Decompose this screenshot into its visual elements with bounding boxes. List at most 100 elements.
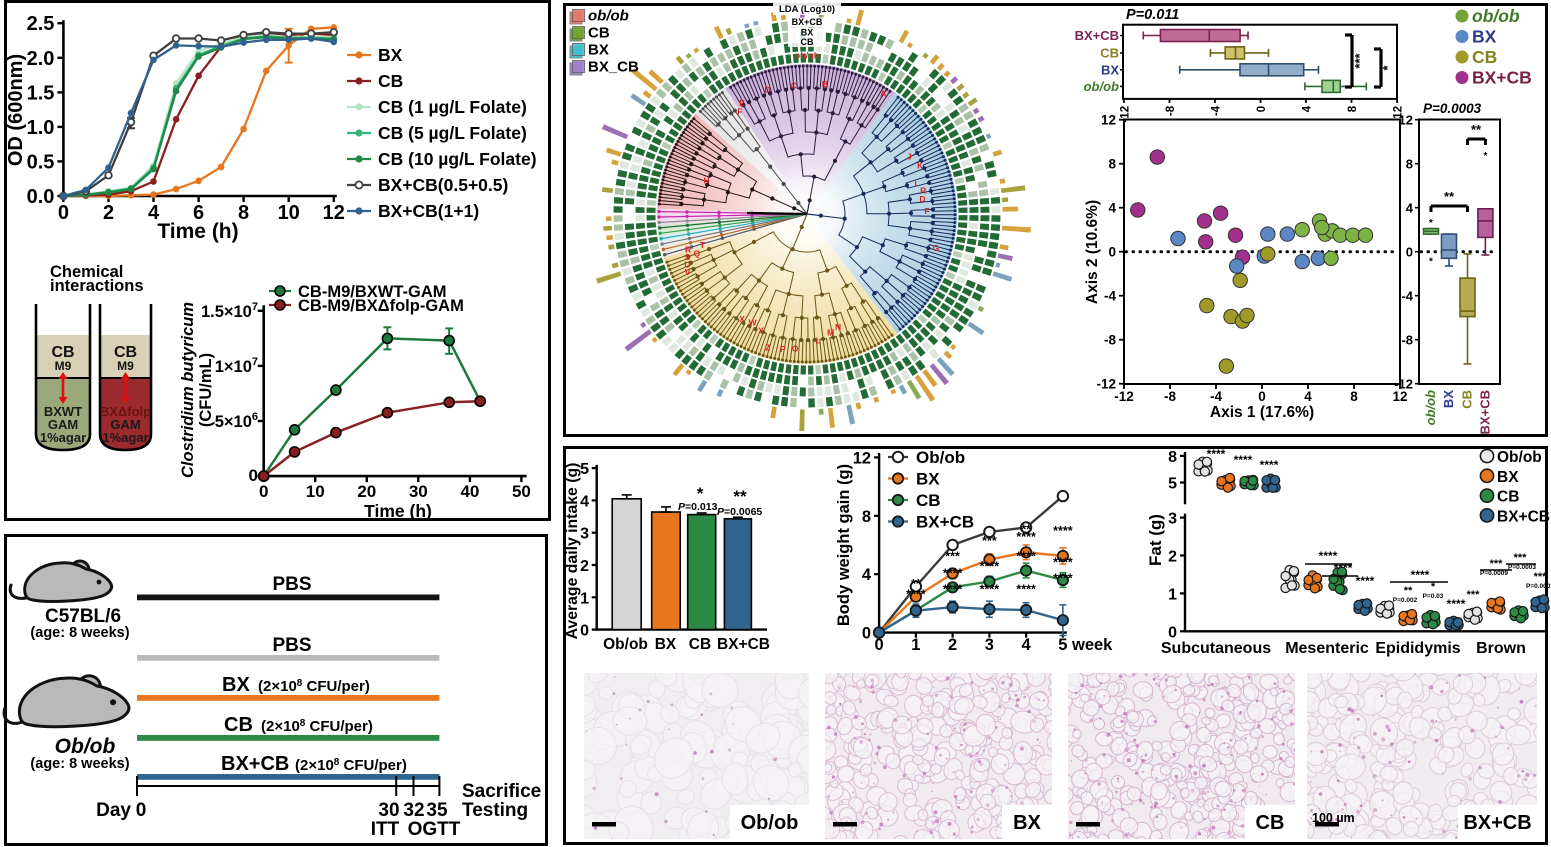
svg-text:CB: CB: [689, 636, 711, 653]
svg-text:4: 4: [1022, 636, 1032, 654]
svg-text:Time (h): Time (h): [364, 501, 432, 521]
svg-text:BX: BX: [1472, 27, 1497, 47]
svg-text:(CFU/mL): (CFU/mL): [197, 353, 215, 427]
svg-text:-4: -4: [1104, 289, 1116, 304]
svg-text:**: **: [1444, 189, 1455, 204]
svg-text:8: 8: [1350, 389, 1358, 404]
svg-text:12: 12: [323, 202, 345, 224]
svg-text:5: 5: [1058, 636, 1067, 654]
svg-text:J: J: [907, 152, 912, 162]
svg-text:*: *: [1431, 581, 1436, 593]
svg-text:30: 30: [409, 482, 428, 501]
svg-text:1×107: 1×107: [215, 356, 258, 376]
svg-text:CB: CB: [916, 491, 941, 510]
svg-text:N: N: [835, 322, 841, 332]
svg-text:Axis 1 (17.6%): Axis 1 (17.6%): [1210, 404, 1314, 421]
svg-text:Q: Q: [693, 248, 700, 258]
svg-text:8: 8: [238, 202, 249, 224]
svg-text:(2×108 CFU/per): (2×108 CFU/per): [261, 718, 373, 735]
svg-text:O: O: [792, 344, 799, 354]
svg-text:CB: CB: [801, 37, 814, 47]
svg-text:CB: CB: [378, 71, 403, 91]
svg-text:-4: -4: [1210, 389, 1222, 404]
svg-text:(age: 8 weeks): (age: 8 weeks): [30, 756, 129, 772]
svg-text:L: L: [816, 336, 821, 346]
svg-text:Ob/ob: Ob/ob: [741, 812, 799, 834]
svg-text:0: 0: [1406, 245, 1413, 260]
svg-text:BX+CB: BX+CB: [1477, 390, 1492, 434]
svg-text:0: 0: [58, 202, 69, 224]
svg-text:4: 4: [1302, 105, 1314, 112]
svg-text:Chemical: Chemical: [50, 263, 123, 281]
svg-text:BX: BX: [655, 636, 677, 653]
svg-text:D: D: [919, 194, 925, 204]
svg-text:BX: BX: [588, 42, 609, 59]
svg-text:2.0: 2.0: [27, 48, 55, 70]
svg-text:****: ****: [980, 582, 1000, 596]
svg-text:5×106: 5×106: [215, 411, 258, 431]
svg-text:BX: BX: [916, 470, 940, 489]
svg-text:****: ****: [1016, 582, 1036, 596]
svg-text:3: 3: [985, 636, 994, 654]
svg-text:0: 0: [1108, 245, 1116, 260]
svg-text:H: H: [704, 175, 710, 185]
svg-text:CB: CB: [588, 25, 610, 42]
svg-text:****: ****: [980, 560, 1000, 574]
svg-text:****: ****: [1053, 524, 1073, 538]
svg-text:12: 12: [1101, 113, 1116, 128]
svg-text:Clostridium butyricum: Clostridium butyricum: [179, 302, 197, 478]
svg-text:4: 4: [1108, 201, 1116, 216]
svg-text:*: *: [1429, 218, 1433, 229]
svg-text:***: ***: [1352, 52, 1367, 68]
svg-text:G: G: [932, 243, 939, 253]
svg-text:BX+CB: BX+CB: [717, 636, 770, 653]
svg-text:Y: Y: [758, 326, 764, 336]
svg-text:C: C: [791, 81, 797, 91]
svg-text:U: U: [684, 259, 690, 269]
svg-text:30: 30: [378, 800, 399, 821]
svg-text:-8: -8: [1164, 389, 1176, 404]
svg-text:LDA (Log10): LDA (Log10): [779, 4, 835, 15]
svg-text:D: D: [764, 84, 770, 94]
svg-text:BX+CB: BX+CB: [792, 17, 823, 27]
svg-text:****: ****: [943, 566, 963, 580]
svg-text:-4: -4: [1211, 105, 1223, 116]
svg-text:X: X: [739, 314, 745, 324]
svg-text:BXWT: BXWT: [44, 404, 82, 419]
svg-text:A: A: [880, 89, 886, 99]
svg-text:BX: BX: [801, 28, 814, 38]
svg-text:Time (h): Time (h): [157, 220, 238, 243]
svg-text:*: *: [697, 484, 704, 503]
svg-text:Body weight gain (g): Body weight gain (g): [835, 464, 853, 626]
svg-text:35: 35: [426, 800, 448, 821]
svg-text:M9: M9: [55, 359, 72, 373]
svg-text:Ob/ob: Ob/ob: [1497, 449, 1542, 466]
svg-text:=0.0065: =0.0065: [724, 506, 762, 518]
svg-text:R: R: [685, 245, 691, 255]
svg-text:4: 4: [148, 202, 160, 224]
svg-text:GAM: GAM: [110, 417, 140, 432]
svg-text:P=0.011: P=0.011: [1126, 7, 1179, 23]
svg-text:P=0.0003: P=0.0003: [1508, 564, 1536, 571]
svg-text:**: **: [1471, 122, 1482, 137]
svg-text:****: ****: [1053, 555, 1073, 569]
svg-text:P=0.002: P=0.002: [1393, 597, 1418, 604]
svg-text:BX: BX: [378, 45, 403, 65]
svg-text:4: 4: [862, 566, 872, 584]
svg-text:-8: -8: [1104, 333, 1116, 348]
svg-text:CB: CB: [1497, 489, 1519, 506]
svg-text:0.5: 0.5: [27, 151, 55, 173]
svg-text:****: ****: [943, 583, 963, 597]
svg-text:ob/ob: ob/ob: [588, 8, 629, 25]
svg-text:8: 8: [1406, 157, 1413, 172]
svg-text:S: S: [685, 252, 691, 262]
svg-text:***: ***: [1490, 558, 1504, 570]
svg-text:M: M: [827, 328, 834, 338]
svg-text:M9: M9: [117, 359, 134, 373]
svg-text:CB: CB: [51, 344, 74, 361]
svg-text:ob/ob: ob/ob: [1423, 390, 1438, 425]
svg-text:week: week: [1071, 636, 1113, 654]
svg-text:CB: CB: [1472, 47, 1497, 67]
svg-text:BX: BX: [222, 674, 250, 696]
svg-text:BX+CB: BX+CB: [1463, 812, 1531, 834]
